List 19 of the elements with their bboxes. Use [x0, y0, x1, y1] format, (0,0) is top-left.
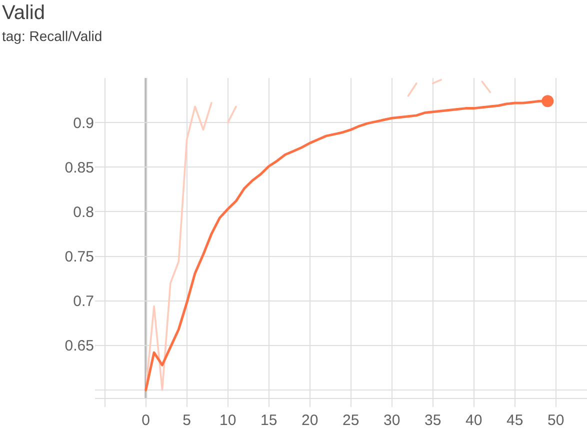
y-tick-label: 0.9	[73, 114, 94, 132]
x-tick-label: 50	[547, 412, 564, 429]
x-tick-label: 10	[219, 412, 236, 429]
x-tick-label: 30	[383, 412, 400, 429]
y-tick-label: 0.65	[64, 338, 94, 355]
x-tick-label: 35	[424, 412, 442, 429]
x-tick-label: 20	[301, 412, 318, 429]
x-tick-label: 40	[465, 412, 482, 429]
y-tick-label: 0.75	[64, 248, 94, 266]
chart-subtitle: tag: Recall/Valid	[2, 28, 102, 44]
x-tick-label: 15	[260, 412, 278, 429]
y-tick-label: 0.7	[73, 293, 94, 310]
y-tick-label: 0.8	[73, 204, 94, 221]
x-tick-label: 45	[506, 412, 524, 429]
x-tick-label: 0	[142, 412, 150, 429]
chart-title: Valid	[2, 2, 45, 24]
x-tick-label: 5	[182, 412, 192, 429]
x-tick-label: 25	[342, 412, 360, 429]
y-tick-label: 0.85	[64, 159, 94, 176]
